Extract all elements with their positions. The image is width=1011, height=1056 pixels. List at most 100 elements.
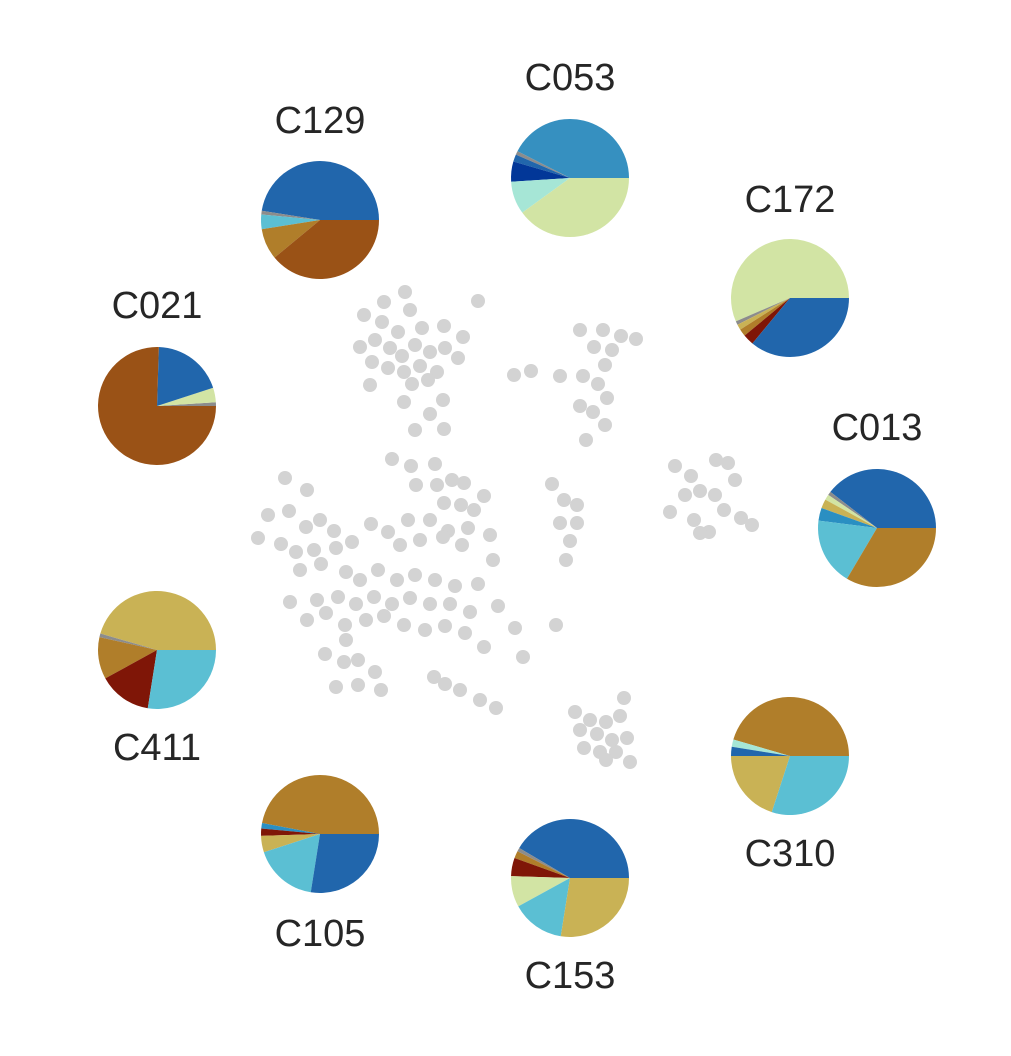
scatter-point <box>471 294 485 308</box>
pie-slice-ochre <box>261 220 320 258</box>
scatter-point <box>734 511 748 525</box>
pie-slice-brown <box>274 220 379 280</box>
scatter-point <box>371 563 385 577</box>
scatter-point <box>413 533 427 547</box>
scatter-point <box>393 538 407 552</box>
scatter-point <box>397 365 411 379</box>
pie-label: C411 <box>113 727 201 769</box>
scatter-point <box>663 505 677 519</box>
scatter-point <box>583 713 597 727</box>
scatter-point <box>579 433 593 447</box>
scatter-point <box>437 496 451 510</box>
pie-label: C172 <box>745 179 836 221</box>
scatter-point <box>421 373 435 387</box>
pie-slice-blue <box>157 347 214 406</box>
scatter-point <box>377 609 391 623</box>
pie-slice-ochre <box>262 775 379 834</box>
scatter-point <box>508 621 522 635</box>
pie-c105: C105 <box>261 775 379 955</box>
pie-slice-mint <box>511 178 570 213</box>
scatter-point <box>436 530 450 544</box>
scatter-point <box>368 333 382 347</box>
scatter-point <box>403 591 417 605</box>
scatter-point <box>577 741 591 755</box>
scatter-point <box>717 503 731 517</box>
pie-slice-cyan <box>771 756 849 815</box>
pie-slice-light-green <box>157 387 216 406</box>
pie-slice-grey <box>828 491 877 528</box>
scatter-point <box>443 597 457 611</box>
scatter-point <box>413 359 427 373</box>
scatter-point <box>299 520 313 534</box>
pie-slice-cyan <box>261 214 320 230</box>
pie-slice-khaki <box>821 499 877 528</box>
scatter-point <box>374 683 388 697</box>
pie-slice-khaki <box>100 590 216 650</box>
scatter-point <box>428 457 442 471</box>
scatter-point <box>367 590 381 604</box>
pie-slice-ochre <box>846 528 936 587</box>
pie-slice-blue <box>752 298 849 358</box>
scatter-point <box>338 618 352 632</box>
pie-slice-ochre <box>514 851 570 878</box>
pie-c021: C021 <box>98 285 216 466</box>
scatter-point <box>405 377 419 391</box>
pie-label: C310 <box>745 833 836 875</box>
scatter-point <box>570 516 584 530</box>
pie-slice-light-green <box>511 876 570 907</box>
scatter-point <box>381 525 395 539</box>
pie-slice-blue <box>830 469 936 528</box>
scatter-point <box>375 315 389 329</box>
scatter-point <box>283 595 297 609</box>
pie-c053: C053 <box>511 57 629 237</box>
scatter-point <box>557 493 571 507</box>
scatter-point <box>609 745 623 759</box>
scatter-point <box>483 528 497 542</box>
scatter-point <box>623 755 637 769</box>
pie-slice-light-blue <box>517 118 629 178</box>
scatter-point <box>467 503 481 517</box>
pie-slice-ochre <box>740 298 790 336</box>
scatter-point <box>300 483 314 497</box>
pie-c310: C310 <box>731 696 849 875</box>
pie-slice-blue <box>519 819 629 878</box>
scatter-point <box>404 459 418 473</box>
pie-slice-teal-blue <box>261 822 320 834</box>
pie-slice-ochre <box>733 696 849 756</box>
scatter-point <box>599 753 613 767</box>
scatter-point <box>339 565 353 579</box>
scatter-point <box>427 670 441 684</box>
scatter-point <box>381 361 395 375</box>
pie-slice-dark-red <box>105 650 157 709</box>
pie-slice-navy <box>511 161 570 182</box>
scatter-point <box>329 680 343 694</box>
pie-slice-dark-red <box>511 858 570 878</box>
scatter-point <box>563 534 577 548</box>
pie-slice-light-green <box>522 178 629 237</box>
scatter-point <box>359 613 373 627</box>
scatter-point <box>549 618 563 632</box>
pie-slice-cyan <box>518 878 570 937</box>
scatter-point <box>423 513 437 527</box>
pie-slice-light-green <box>825 494 877 528</box>
pie-slice-mint <box>731 739 790 756</box>
pie-slice-grey <box>99 633 157 650</box>
scatter-point <box>251 531 265 545</box>
pie-label: C105 <box>275 913 366 955</box>
scatter-point <box>684 469 698 483</box>
scatter-point <box>559 553 573 567</box>
scatter-point <box>385 452 399 466</box>
scatter-point <box>605 733 619 747</box>
scatter-point <box>353 340 367 354</box>
scatter-point <box>397 618 411 632</box>
scatter-point <box>391 325 405 339</box>
scatter-point <box>629 332 643 346</box>
scatter-point <box>445 473 459 487</box>
scatter-point <box>454 498 468 512</box>
scatter-point <box>586 405 600 419</box>
scatter-point <box>313 513 327 527</box>
scatter-point <box>553 369 567 383</box>
scatter-point <box>314 557 328 571</box>
pie-c129: C129 <box>261 100 379 280</box>
scatter-point <box>365 355 379 369</box>
